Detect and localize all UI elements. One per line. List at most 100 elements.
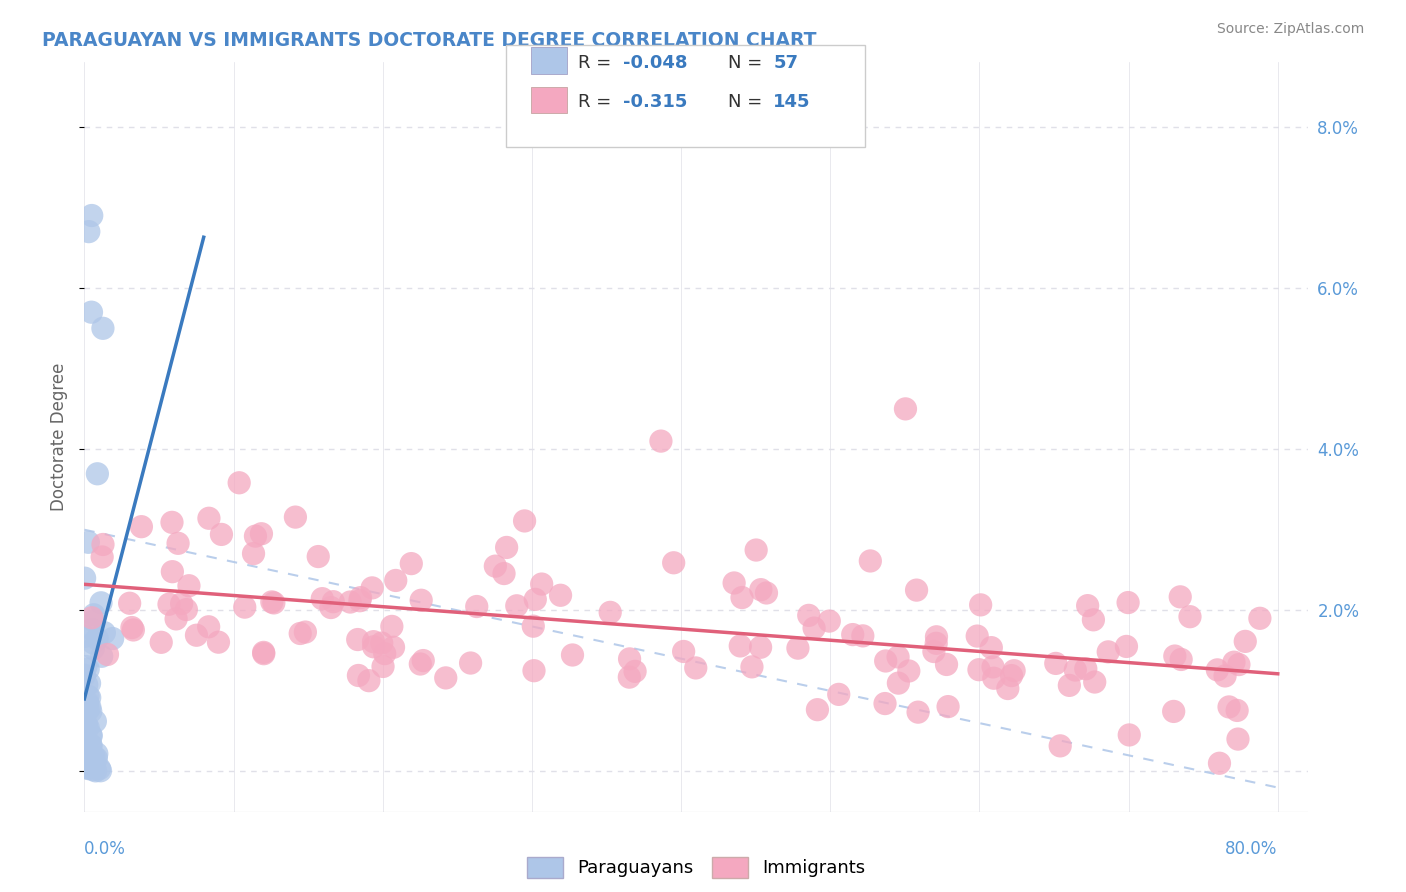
Point [925,636,948,650]
Point [263,596,285,610]
Point [73,629,96,643]
Point [460,656,482,670]
Point [1226,732,1249,747]
Point [75,753,97,767]
Point [662,556,685,570]
Point [76,753,98,767]
Point [80,611,103,625]
Point [841,627,863,641]
Point [90,649,112,664]
Point [550,588,572,602]
Point [361,581,384,595]
Point [1118,728,1140,742]
Point [245,529,267,543]
Point [981,660,1004,674]
Point [650,434,672,449]
Point [77,225,100,239]
Point [1206,663,1229,677]
Point [513,514,536,528]
Point [875,654,897,668]
Point [75,760,97,774]
Point [253,645,276,659]
Point [561,648,583,662]
Point [80,738,103,752]
Point [75,717,97,731]
Point [84,714,107,729]
Point [260,595,283,609]
Point [409,657,432,671]
Point [897,664,920,678]
Point [818,614,841,628]
Point [90,596,112,610]
Text: 145: 145 [773,93,811,111]
Point [157,597,180,611]
Legend: Paraguayans, Immigrants: Paraguayans, Immigrants [527,857,865,878]
Point [121,621,143,635]
Text: R =: R = [578,93,612,111]
Point [80,705,103,719]
Point [1049,739,1071,753]
Point [77,762,100,776]
Point [160,516,183,530]
Point [873,697,896,711]
Point [357,673,380,688]
Point [619,670,641,684]
Point [233,600,256,615]
Point [73,668,96,682]
Point [1208,756,1230,771]
Point [83,614,105,628]
Point [96,648,118,662]
Point [80,739,103,753]
Point [741,660,763,674]
Text: N =: N = [728,54,762,71]
Point [150,635,173,649]
Point [250,526,273,541]
Point [284,510,307,524]
Point [79,700,101,714]
Point [73,571,96,585]
Point [1077,599,1099,613]
Point [806,703,828,717]
Point [101,632,124,646]
Point [599,606,621,620]
Point [1064,663,1087,677]
Point [828,687,851,701]
Point [131,519,153,533]
Text: 57: 57 [773,54,799,71]
Point [77,535,100,549]
Point [745,543,768,558]
Point [384,574,406,588]
Point [787,641,810,656]
Point [755,586,778,600]
Text: PARAGUAYAN VS IMMIGRANTS DOCTORATE DEGREE CORRELATION CHART: PARAGUAYAN VS IMMIGRANTS DOCTORATE DEGRE… [42,31,817,50]
Point [86,632,108,646]
Point [162,565,184,579]
Point [91,549,114,564]
Point [207,635,229,649]
Point [1083,613,1105,627]
Point [1178,609,1201,624]
Point [894,401,917,416]
Point [177,579,200,593]
Point [77,721,100,735]
Point [253,647,276,661]
Point [905,583,928,598]
Point [1226,703,1249,717]
Text: N =: N = [728,93,762,111]
Point [80,728,103,742]
Point [349,593,371,607]
Text: Source: ZipAtlas.com: Source: ZipAtlas.com [1216,22,1364,37]
Point [371,636,394,650]
Point [346,632,368,647]
Point [371,659,394,673]
Point [80,749,103,764]
Text: 0.0%: 0.0% [84,840,127,858]
Point [319,600,342,615]
Point [91,537,114,551]
Point [86,747,108,761]
Point [186,628,208,642]
Point [887,676,910,690]
Point [530,577,553,591]
Point [77,703,100,717]
Point [685,661,707,675]
